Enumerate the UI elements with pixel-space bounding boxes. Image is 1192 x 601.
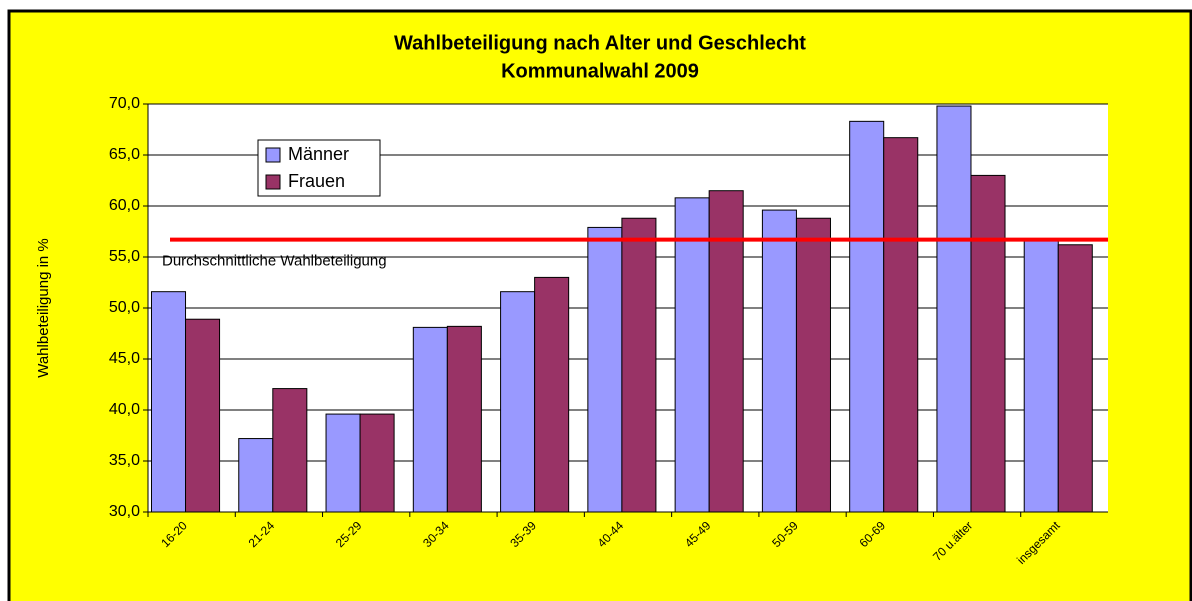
y-tick-label: 30,0 <box>109 503 140 520</box>
bar <box>970 174 1006 513</box>
y-tick-label: 65,0 <box>109 146 140 163</box>
y-tick-label: 35,0 <box>109 452 140 469</box>
bar <box>238 438 274 513</box>
y-tick-label: 50,0 <box>109 299 140 316</box>
bar <box>936 105 972 513</box>
y-tick-label: 55,0 <box>109 248 140 265</box>
bar <box>587 226 623 513</box>
legend-label: Frauen <box>288 171 345 191</box>
bar <box>795 217 831 513</box>
bar <box>708 190 744 513</box>
chart-subtitle: Kommunalwahl 2009 <box>501 60 699 82</box>
bar <box>883 137 919 513</box>
bar <box>674 197 710 513</box>
bar <box>849 120 885 513</box>
bar <box>446 325 482 513</box>
average-label: Durchschnittliche Wahlbeteiligung <box>162 253 387 270</box>
legend-swatch <box>265 174 281 190</box>
legend-label: Männer <box>288 144 349 164</box>
bar <box>272 388 308 513</box>
y-axis-label: Wahlbeteiligung in % <box>35 238 52 378</box>
bar <box>1023 240 1059 513</box>
bar <box>325 413 361 513</box>
legend-swatch <box>265 147 281 163</box>
bar <box>150 291 187 513</box>
bar <box>500 291 536 513</box>
bar <box>761 209 797 513</box>
bar <box>621 217 657 513</box>
y-tick-label: 60,0 <box>109 197 140 214</box>
y-tick-label: 70,0 <box>109 95 140 112</box>
y-tick-label: 45,0 <box>109 350 140 367</box>
chart-title: Wahlbeteiligung nach Alter und Geschlech… <box>394 32 806 54</box>
bar <box>412 326 448 513</box>
bar <box>534 276 570 513</box>
bar <box>359 413 395 513</box>
bar <box>185 318 221 513</box>
bar <box>1057 244 1093 513</box>
y-tick-label: 40,0 <box>109 401 140 418</box>
